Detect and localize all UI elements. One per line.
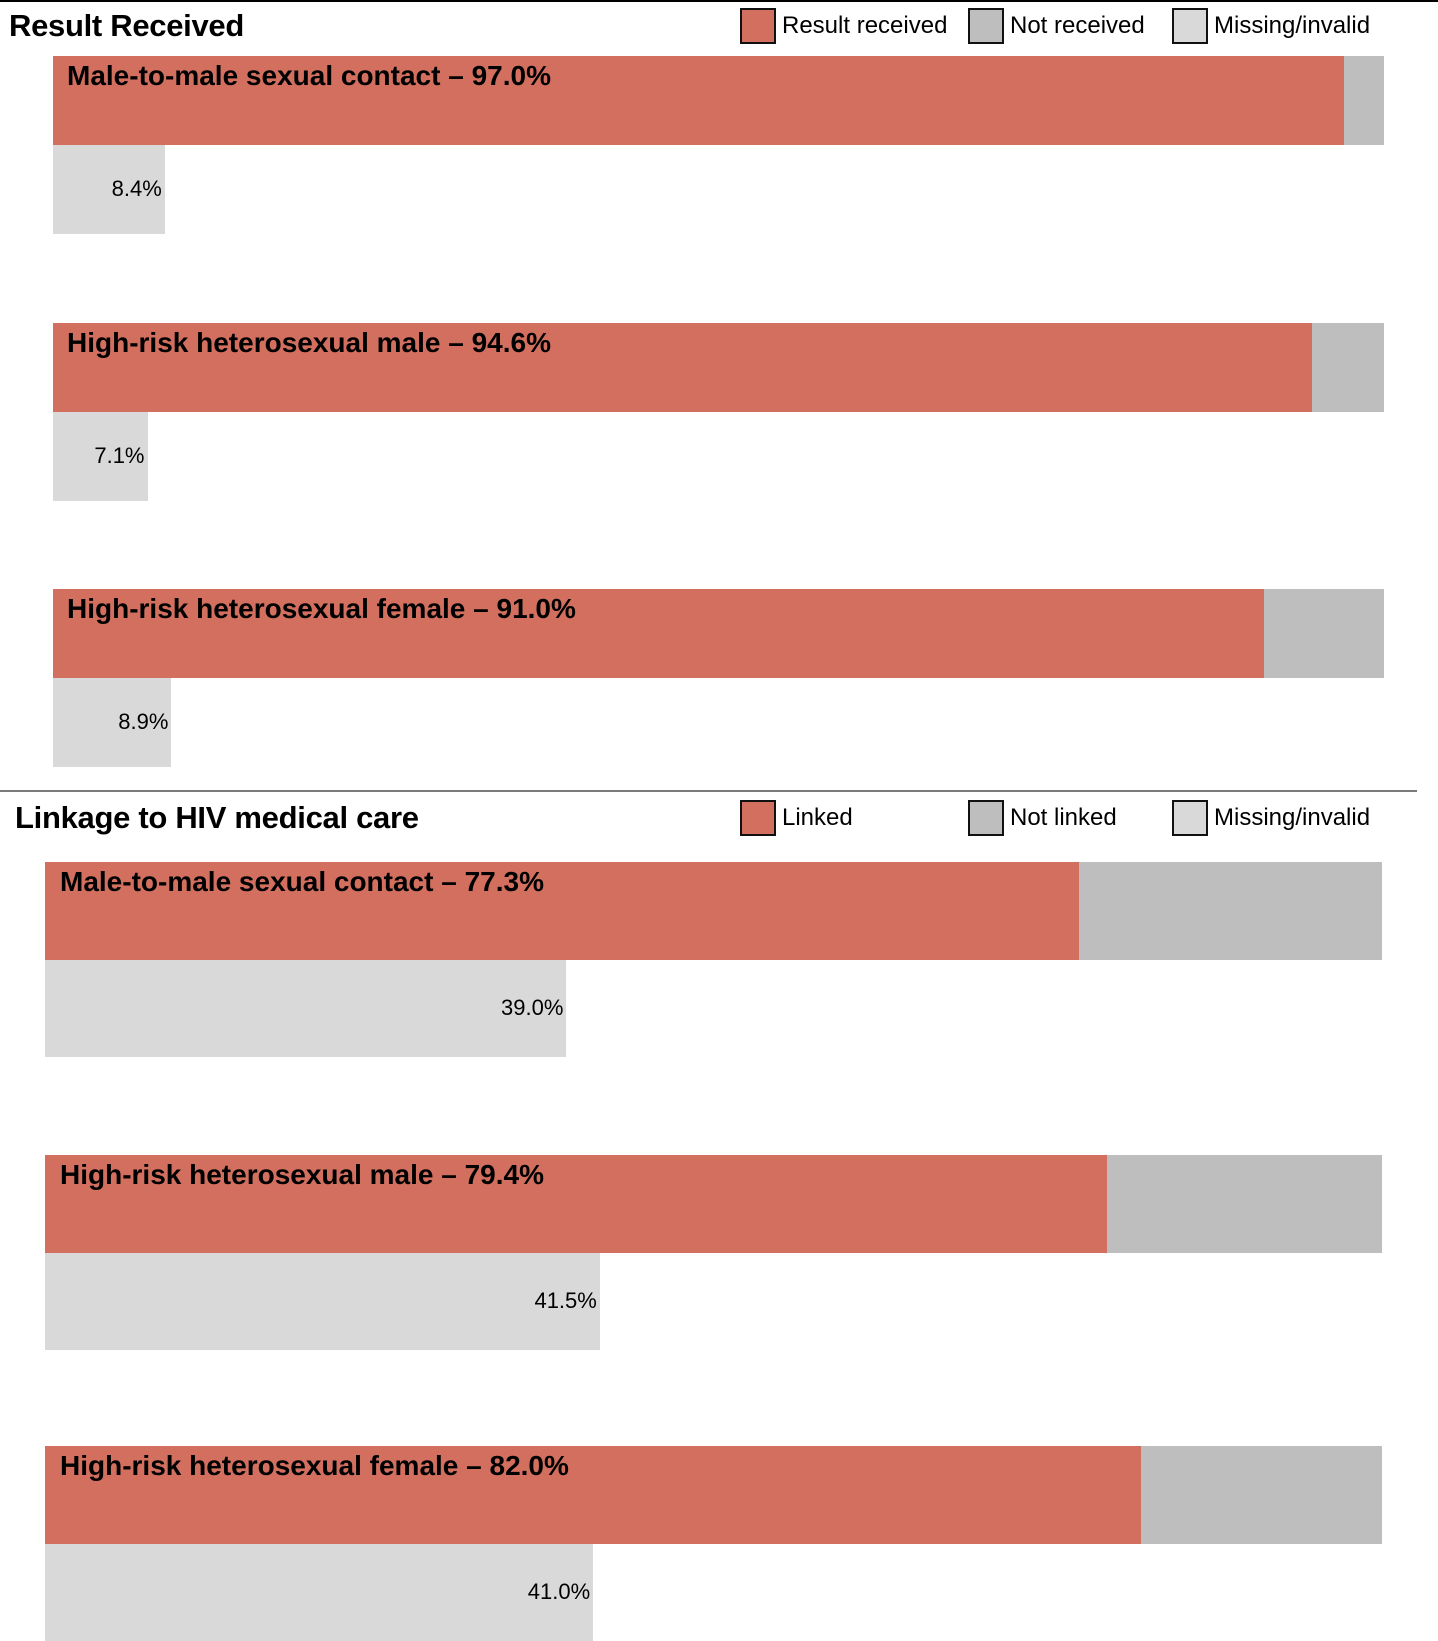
chart-title: Linkage to HIV medical care: [15, 800, 419, 835]
bar-not-linked: [1078, 862, 1382, 960]
bar-not-received: [1264, 589, 1384, 678]
bar-label: High-risk heterosexual male – 94.6%: [67, 327, 551, 358]
legend-swatch: [740, 800, 776, 836]
bar-result-received: [53, 56, 1345, 145]
bar-not-received: [1312, 323, 1384, 412]
legend-swatch: [1172, 8, 1208, 44]
legend-label: Linked: [782, 804, 853, 831]
bar-not-linked: [1106, 1155, 1382, 1253]
legend-label: Not linked: [1010, 804, 1117, 831]
bar-not-linked: [1141, 1446, 1382, 1544]
missing-value-label: 41.5%: [534, 1287, 597, 1313]
top-rule: [0, 0, 1438, 2]
legend-item: Linked: [740, 800, 853, 836]
bar-linked: [45, 1446, 1142, 1544]
bar-linked: [45, 1155, 1107, 1253]
bar-not-received: [1344, 56, 1384, 145]
bar-result-received: [53, 323, 1313, 412]
bar-linked: [45, 862, 1079, 960]
legend-item: Not received: [968, 8, 1145, 44]
missing-value-label: 8.9%: [118, 708, 169, 734]
bar-missing-invalid: [45, 1544, 594, 1641]
bar-label: High-risk heterosexual female – 82.0%: [60, 1450, 569, 1481]
legend-swatch: [968, 800, 1004, 836]
legend-item: Not linked: [968, 800, 1117, 836]
legend-label: Missing/invalid: [1214, 804, 1371, 831]
legend-item: Result received: [740, 8, 947, 44]
bar-missing-invalid: [53, 145, 165, 234]
missing-value-label: 7.1%: [94, 442, 145, 468]
legend-item: Missing/invalid: [1172, 8, 1370, 44]
bar-missing-invalid: [53, 678, 172, 767]
bar-label: Male-to-male sexual contact – 97.0%: [67, 60, 551, 91]
bar-result-received: [53, 589, 1265, 678]
bar-label: High-risk heterosexual male – 79.4%: [60, 1159, 544, 1190]
missing-value-label: 39.0%: [501, 994, 564, 1020]
legend-swatch: [740, 8, 776, 44]
bar-missing-invalid: [45, 1253, 600, 1350]
chart-title: Result Received: [9, 8, 244, 43]
panel-divider: [0, 790, 1417, 792]
bar-missing-invalid: [45, 960, 567, 1057]
legend-item: Missing/invalid: [1172, 800, 1370, 836]
bar-label: High-risk heterosexual female – 91.0%: [67, 593, 576, 624]
legend-swatch: [968, 8, 1004, 44]
missing-value-label: 41.0%: [527, 1578, 591, 1604]
bar-label: Male-to-male sexual contact – 77.3%: [60, 866, 544, 897]
legend-swatch: [1172, 800, 1208, 836]
legend-label: Missing/invalid: [1214, 12, 1371, 39]
bar-missing-invalid: [53, 412, 148, 501]
missing-value-label: 8.4%: [111, 175, 162, 201]
legend-label: Result received: [782, 12, 948, 39]
legend-label: Not received: [1010, 12, 1145, 39]
